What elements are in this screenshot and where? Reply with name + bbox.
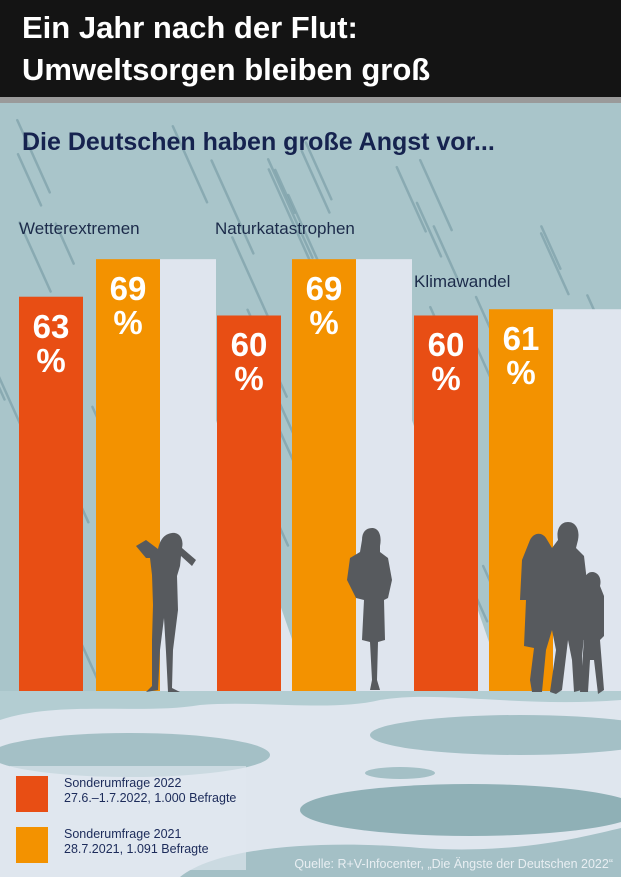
bar-value-label: 60%: [427, 326, 465, 398]
chart-subtitle: Die Deutschen haben große Angst vor...: [22, 128, 495, 156]
bar-2022-naturkatastrophen: [217, 315, 281, 691]
rain-streak: [300, 149, 331, 214]
rain-streak: [304, 141, 333, 201]
bar-2021-wetterextremen: [96, 259, 160, 691]
rain-streak: [16, 118, 52, 194]
chart-scene: [0, 103, 621, 877]
rain-streak: [267, 168, 315, 271]
legend-label: Sonderumfrage 2022: [64, 776, 182, 790]
bar-value-label: 69%: [109, 270, 147, 342]
legend-swatch-2021: [16, 827, 48, 863]
rain-streak: [274, 168, 296, 215]
woman-silhouette-icon: [347, 528, 392, 690]
person-silhouette-icon: [136, 532, 196, 692]
legend-item-2022: Sonderumfrage 2022 27.6.–1.7.2022, 1.000…: [64, 776, 236, 806]
legend: Sonderumfrage 2022 27.6.–1.7.2022, 1.000…: [10, 766, 246, 870]
rain-streak: [266, 158, 314, 259]
rain-streak: [231, 236, 270, 319]
legend-swatch-2022: [16, 776, 48, 812]
family-silhouette-icon: [520, 522, 604, 694]
bar-value-label: 63%: [32, 307, 70, 379]
rain-streak: [395, 165, 427, 233]
bar-value-label: 61%: [502, 320, 540, 392]
bar-value-label: 60%: [230, 326, 268, 398]
rain-streak: [432, 225, 459, 280]
rain-streak: [539, 232, 570, 296]
rain-streak: [540, 225, 562, 270]
bar-value-label: 69%: [305, 270, 343, 342]
category-label: Wetterextremen: [19, 219, 140, 238]
bar-2022-wetterextremen: [19, 296, 83, 691]
rain-streak: [16, 152, 43, 207]
rain-streak: [210, 159, 255, 255]
rain-streak: [18, 221, 52, 293]
header-banner: Ein Jahr nach der Flut: Umweltsorgen ble…: [0, 0, 621, 103]
rain-streak: [171, 124, 209, 204]
rain-streak: [415, 201, 443, 258]
title-line-2: Umweltsorgen bleiben groß: [22, 52, 431, 87]
category-label: Naturkatastrophen: [215, 219, 355, 238]
legend-label: Sonderumfrage 2021: [64, 827, 182, 841]
bar-2022-klimawandel: [414, 315, 478, 691]
legend-detail: 28.7.2021, 1.091 Befragte: [64, 842, 209, 856]
rain-streak: [418, 158, 453, 232]
rain-streak: [54, 222, 75, 265]
title-line-1: Ein Jahr nach der Flut:: [22, 10, 358, 45]
bar-2021-naturkatastrophen: [292, 259, 356, 691]
category-label: Klimawandel: [414, 272, 511, 291]
legend-item-2021: Sonderumfrage 2021 28.7.2021, 1.091 Befr…: [64, 827, 209, 857]
source-note: Quelle: R+V-Infocenter, „Die Ängste der …: [294, 857, 613, 871]
legend-detail: 27.6.–1.7.2022, 1.000 Befragte: [64, 791, 237, 805]
